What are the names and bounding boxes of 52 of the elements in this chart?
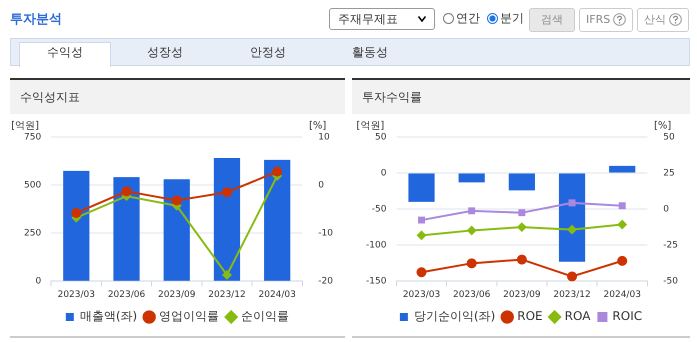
x-tick-label: 2023/12 — [208, 290, 246, 300]
text: 투자분석 — [10, 11, 62, 28]
text: 검색 — [529, 8, 575, 32]
legend-label: 순이익률 — [241, 309, 290, 324]
text: 산식 — [644, 13, 666, 26]
y2-tick-label: 10 — [318, 132, 330, 142]
y-tick-label: 500 — [24, 180, 42, 190]
x-tick-label: 2024/03 — [258, 290, 296, 300]
x-tick-label: 2023/09 — [158, 290, 196, 300]
x-tick-label: 2023/03 — [58, 290, 95, 300]
y2-tick-label: 25 — [663, 168, 675, 178]
x-tick-label: 2024/03 — [604, 290, 641, 300]
x-tick-label: 2023/06 — [108, 290, 146, 300]
y-tick-label: -150 — [366, 276, 387, 287]
y-tick-label: 250 — [24, 228, 42, 238]
legend-label: 매출액(좌) — [80, 309, 138, 324]
text: 분기 — [500, 10, 524, 27]
chart-title: 수익성지표 — [10, 78, 345, 114]
legend-label: ROE — [517, 309, 543, 324]
x-tick-label: 2023/03 — [402, 290, 440, 300]
text: 연간 — [456, 10, 480, 27]
legend-label: 영업이익률 — [159, 309, 220, 324]
text: 성장성 — [146, 44, 184, 61]
legend-label: ROA — [564, 309, 592, 324]
text: IFRS — [586, 13, 610, 26]
text: 활동성 — [351, 44, 389, 61]
y-tick-label: 0 — [380, 168, 387, 178]
x-tick-label: 2023/09 — [503, 290, 541, 300]
legend-label: 당기순이익(좌) — [414, 309, 496, 324]
y-tick-label: 50 — [374, 132, 387, 142]
y-axis-title: [억원] — [11, 120, 40, 132]
y2-tick-label: 0 — [318, 180, 324, 190]
y2-tick-label: -20 — [318, 276, 334, 287]
y-tick-label: 0 — [35, 276, 42, 287]
y-axis-title: [억원] — [356, 120, 384, 132]
y-tick-label: 750 — [24, 132, 42, 142]
y2-tick-label: -10 — [318, 228, 334, 238]
y2-tick-label: -50 — [663, 276, 678, 287]
y2-axis-title: [%] — [308, 120, 326, 132]
text: 주재무제표 — [329, 8, 435, 30]
y2-tick-label: -25 — [663, 240, 678, 250]
y-tick-label: -50 — [372, 204, 387, 214]
x-tick-label: 2023/06 — [452, 290, 491, 300]
y2-tick-label: 0 — [663, 204, 670, 214]
y-tick-label: -100 — [366, 240, 387, 250]
x-tick-label: 2023/12 — [553, 290, 591, 300]
legend-label: ROIC — [612, 309, 642, 324]
y2-axis-title: [%] — [654, 120, 672, 132]
y2-tick-label: 50 — [663, 132, 676, 142]
text: 안정성 — [249, 44, 287, 61]
text: 수익성 — [46, 44, 84, 61]
chart-title: 투자수익률 — [352, 78, 690, 114]
